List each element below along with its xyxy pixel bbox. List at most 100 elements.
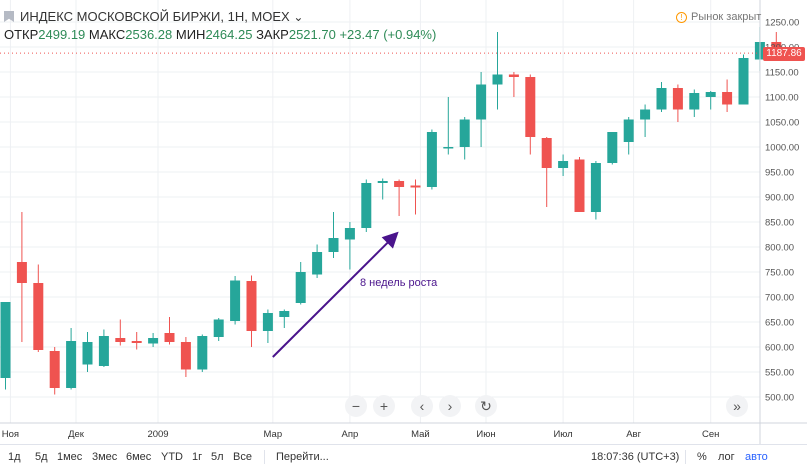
candle-up[interactable] xyxy=(328,212,339,258)
zoom-out-button[interactable]: − xyxy=(345,395,367,417)
candle-up[interactable] xyxy=(492,32,503,110)
zoom-in-button[interactable]: + xyxy=(373,395,395,417)
candle-up[interactable] xyxy=(590,161,601,220)
reset-view-button[interactable]: ↻ xyxy=(475,395,497,417)
range-ytd[interactable]: YTD xyxy=(161,451,183,463)
candle-body xyxy=(607,132,618,163)
candle-up[interactable] xyxy=(148,333,159,347)
candle-up[interactable] xyxy=(98,329,109,368)
range-5y[interactable]: 5л xyxy=(211,451,224,463)
candle-body xyxy=(312,252,323,275)
candle-body xyxy=(115,338,126,342)
candle-body xyxy=(722,92,733,105)
toolbar-divider xyxy=(264,450,265,464)
candle-up[interactable] xyxy=(640,104,651,138)
candle-up[interactable] xyxy=(459,117,470,160)
candle-down[interactable] xyxy=(394,179,405,217)
candle-up[interactable] xyxy=(230,276,241,325)
goto-date-button[interactable]: Перейти... xyxy=(276,451,329,463)
candle-body xyxy=(672,88,683,110)
clock-time[interactable]: 18:07:36 (UTC+3) xyxy=(591,451,680,463)
range-1d[interactable]: 1д xyxy=(8,451,21,463)
scroll-right-button[interactable]: › xyxy=(439,395,461,417)
candle-up[interactable] xyxy=(295,262,306,305)
candle-up[interactable] xyxy=(262,309,273,344)
candle-body xyxy=(131,341,142,343)
candle-body xyxy=(0,302,11,378)
candle-up[interactable] xyxy=(443,97,454,155)
log-scale-toggle[interactable]: лог xyxy=(718,451,735,463)
chart-title[interactable]: ИНДЕКС МОСКОВСКОЙ БИРЖИ, 1Н, MOEX ⌄ xyxy=(4,9,303,24)
candle-up[interactable] xyxy=(82,332,93,372)
symbol-title: ИНДЕКС МОСКОВСКОЙ БИРЖИ, 1Н, MOEX xyxy=(20,9,290,24)
ohlc-legend: ОТКР2499.19 МАКС2536.28 МИН2464.25 ЗАКР2… xyxy=(4,27,436,42)
candle-up[interactable] xyxy=(558,154,569,177)
candle-up[interactable] xyxy=(197,334,208,373)
candle-down[interactable] xyxy=(574,157,585,212)
candle-body xyxy=(377,181,388,183)
range-1m[interactable]: 1мес xyxy=(57,451,83,463)
high-value: 2536.28 xyxy=(125,27,173,42)
candle-up[interactable] xyxy=(607,132,618,165)
chevron-down-icon[interactable]: ⌄ xyxy=(293,10,304,24)
candle-up[interactable] xyxy=(738,54,749,105)
low-value: 2464.25 xyxy=(205,27,253,42)
candle-up[interactable] xyxy=(377,178,388,200)
candle-down[interactable] xyxy=(246,275,257,348)
y-tick-label: 700.00 xyxy=(765,293,794,304)
candle-down[interactable] xyxy=(16,212,27,342)
candle-body xyxy=(148,338,159,344)
y-tick-label: 750.00 xyxy=(765,268,794,279)
low-key: МИН xyxy=(175,27,206,42)
market-status[interactable]: ! Рынок закрыт xyxy=(676,11,761,23)
candle-down[interactable] xyxy=(722,79,733,113)
candle-down[interactable] xyxy=(672,84,683,123)
bottom-toolbar: 1д 5д 1мес 3мес 6мес YTD 1г 5л Все Перей… xyxy=(0,444,807,470)
candle-up[interactable] xyxy=(312,244,323,279)
candle-body xyxy=(738,58,749,105)
scroll-left-button[interactable]: ‹ xyxy=(411,395,433,417)
candle-body xyxy=(689,93,700,110)
candle-body xyxy=(705,92,716,97)
auto-scale-toggle[interactable]: авто xyxy=(745,451,768,463)
candle-body xyxy=(33,283,44,350)
candle-up[interactable] xyxy=(0,302,11,390)
candle-body xyxy=(410,185,421,188)
candle-down[interactable] xyxy=(525,74,536,155)
clock-icon: ! xyxy=(676,12,687,23)
candle-up[interactable] xyxy=(279,309,290,329)
candle-down[interactable] xyxy=(164,317,175,345)
percent-scale-toggle[interactable]: % xyxy=(697,451,707,463)
candle-down[interactable] xyxy=(115,319,126,346)
candle-up[interactable] xyxy=(344,222,355,270)
range-6m[interactable]: 6мес xyxy=(126,451,152,463)
candle-down[interactable] xyxy=(49,347,60,395)
candle-up[interactable] xyxy=(689,89,700,118)
candle-body xyxy=(213,319,224,337)
candle-up[interactable] xyxy=(623,117,634,155)
x-tick-label: Июн xyxy=(476,429,495,440)
range-all[interactable]: Все xyxy=(233,451,252,463)
candle-body xyxy=(590,163,601,212)
candle-down[interactable] xyxy=(131,332,142,350)
candle-up[interactable] xyxy=(705,91,716,110)
candle-down[interactable] xyxy=(410,179,421,215)
range-5d[interactable]: 5д xyxy=(35,451,48,463)
range-1y[interactable]: 1г xyxy=(192,451,203,463)
x-tick-label: Ноя xyxy=(2,429,19,440)
x-tick-label: Мар xyxy=(264,429,283,440)
candle-up[interactable] xyxy=(66,328,77,390)
range-3m[interactable]: 3мес xyxy=(92,451,118,463)
candle-up[interactable] xyxy=(213,318,224,341)
candle-down[interactable] xyxy=(33,264,44,353)
candle-up[interactable] xyxy=(476,72,487,147)
candle-up[interactable] xyxy=(426,129,437,190)
candle-down[interactable] xyxy=(508,72,519,97)
candle-down[interactable] xyxy=(541,137,552,207)
candle-up[interactable] xyxy=(361,179,372,233)
candle-down[interactable] xyxy=(180,337,191,377)
change-value: +23.47 (+0.94%) xyxy=(339,27,437,42)
scroll-to-latest-button[interactable]: » xyxy=(726,395,748,417)
candle-up[interactable] xyxy=(656,82,667,112)
